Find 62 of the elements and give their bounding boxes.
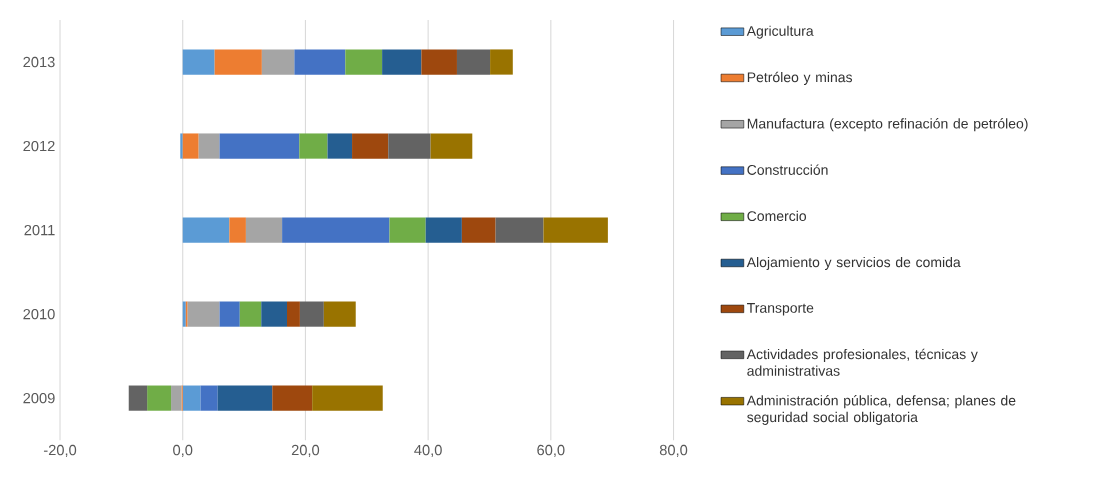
x-tick-label: 60,0 [537, 444, 565, 458]
bar [294, 49, 346, 75]
legend-label: Administración pública, defensa; planes de seguridad social obligatoria [746, 395, 1016, 426]
bar [147, 385, 172, 411]
bar [299, 301, 324, 327]
bar [456, 49, 491, 75]
bar [323, 301, 356, 327]
bar [182, 385, 201, 411]
legend-label: Comercio [747, 210, 807, 222]
y-tick-label: 2009 [23, 393, 55, 404]
bar [495, 217, 544, 243]
bar [312, 385, 383, 411]
bar [245, 217, 283, 243]
bar [382, 49, 422, 75]
x-tick-label: 0,0 [173, 444, 193, 458]
x-tick-label: 80,0 [659, 444, 688, 458]
bar [239, 301, 262, 327]
bar [282, 217, 390, 243]
bar [352, 133, 389, 159]
y-tick-label: 2013 [23, 56, 55, 68]
bar [187, 301, 220, 327]
bar [182, 133, 199, 159]
bar [128, 385, 148, 411]
bar [200, 385, 218, 411]
bar [345, 49, 383, 75]
bar [182, 49, 215, 75]
bar [229, 217, 246, 243]
y-tick-label: 2010 [23, 309, 55, 320]
x-tick-label: -20,0 [43, 444, 77, 458]
legend-label: Alojamiento y servicios de comida [746, 257, 961, 271]
y-tick-label: 2011 [24, 224, 55, 236]
bar [171, 385, 182, 411]
bar [461, 217, 496, 243]
bar [388, 133, 431, 159]
bar [219, 133, 300, 159]
bar [287, 301, 300, 327]
legend-label: Manufactura (excepto refinación de petróleo) [747, 118, 1028, 132]
bar [182, 217, 230, 243]
legend-label: Transporte [747, 303, 814, 316]
x-tick-label: 20,0 [291, 444, 320, 458]
bar [261, 49, 295, 75]
bar [490, 49, 513, 75]
bar [430, 133, 473, 159]
legend-label: Agricultura [746, 25, 814, 39]
bar [272, 385, 313, 411]
x-tick-label: 40,0 [414, 444, 442, 458]
legend-label: Petróleo y minas [747, 71, 853, 86]
bar [389, 217, 426, 243]
bar [327, 133, 353, 159]
bar [261, 301, 288, 327]
bar [219, 301, 240, 327]
bar [543, 217, 608, 243]
bar [214, 49, 262, 75]
bar [198, 133, 220, 159]
y-tick-label: 2012 [23, 140, 55, 152]
bar [217, 385, 273, 411]
legend-label: Construcción [747, 164, 828, 175]
bar [421, 49, 457, 75]
bar [425, 217, 462, 243]
bar [180, 133, 183, 159]
legend-label: Actividades profesionales, técnicas y administrativas [746, 348, 978, 376]
bar [299, 133, 328, 159]
